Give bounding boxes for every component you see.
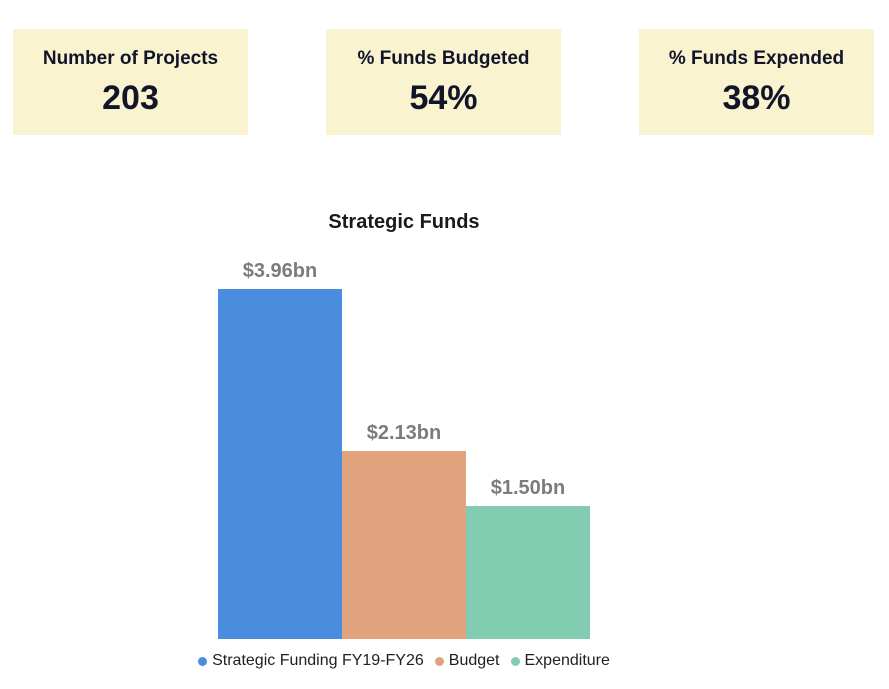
chart-plot-area: $3.96bn $2.13bn $1.50bn [218, 250, 590, 639]
legend-dot-icon [198, 656, 208, 666]
legend-item-strategic-funding-fy19-fy26[interactable]: Strategic Funding FY19-FY26 [198, 652, 424, 670]
kpi-cards-row: Number of Projects 203 % Funds Budgeted … [13, 29, 874, 135]
legend-item-budget[interactable]: Budget [434, 652, 500, 670]
bar-group-strategic-funding-fy19-fy26: $3.96bn [218, 260, 342, 639]
legend-label: Budget [448, 652, 500, 669]
kpi-card-number-of-projects: Number of Projects 203 [13, 29, 248, 135]
kpi-label: Number of Projects [42, 47, 219, 69]
strategic-funds-chart: Strategic Funds $3.96bn $2.13bn $1.50bn St… [0, 200, 808, 689]
bar-budget[interactable] [342, 451, 466, 639]
kpi-label: % Funds Budgeted [357, 47, 530, 69]
bar-strategic-funding-fy19-fy26[interactable] [218, 289, 342, 639]
kpi-card-funds-budgeted: % Funds Budgeted 54% [326, 29, 561, 135]
legend-label: Strategic Funding FY19-FY26 [212, 652, 424, 669]
legend-dot-icon [434, 656, 444, 666]
kpi-card-funds-expended: % Funds Expended 38% [639, 29, 874, 135]
kpi-label: % Funds Expended [668, 47, 845, 69]
chart-legend: Strategic Funding FY19-FY26 Budget Expendi… [0, 652, 808, 670]
bar-data-label-budget: $2.13bn [366, 422, 442, 444]
legend-dot-icon [510, 656, 520, 666]
bar-data-label-strategic-funding-fy19-fy26: $3.96bn [242, 260, 318, 282]
kpi-value: 54% [409, 79, 478, 118]
bar-group-expenditure: $1.50bn [466, 477, 590, 639]
kpi-value: 203 [102, 79, 159, 118]
legend-item-expenditure[interactable]: Expenditure [510, 652, 610, 670]
bar-expenditure[interactable] [466, 506, 590, 639]
legend-label: Expenditure [524, 652, 610, 669]
chart-title: Strategic Funds [328, 211, 480, 233]
kpi-value: 38% [722, 79, 791, 118]
bar-group-budget: $2.13bn [342, 422, 466, 639]
bar-data-label-expenditure: $1.50bn [490, 477, 566, 499]
